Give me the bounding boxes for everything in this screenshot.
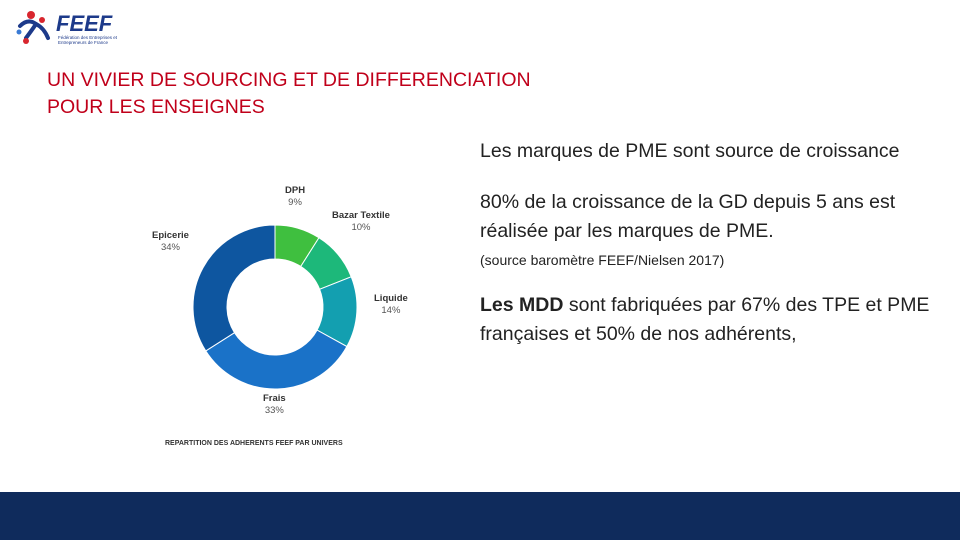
paragraph-growth-source: Les marques de PME sont source de croiss… bbox=[480, 140, 900, 162]
logo-wordmark: FEEF bbox=[56, 11, 113, 36]
logo-figure-icon bbox=[16, 11, 50, 44]
chart-label-bazar-name: Bazar Textile bbox=[332, 210, 390, 221]
chart-label-frais: Frais 33% bbox=[263, 393, 286, 417]
chart-label-liquide-value: 14% bbox=[381, 305, 401, 316]
paragraph-mdd: Les MDD sont fabriquées par 67% des TPE … bbox=[480, 291, 940, 349]
page-title-line1: UN VIVIER DE SOURCING ET DE DIFFERENCIAT… bbox=[47, 69, 531, 91]
donut-slice-frais bbox=[205, 329, 348, 390]
chart-title: REPARTITION DES ADHERENTS FEEF PAR UNIVE… bbox=[165, 440, 343, 447]
footer-bar bbox=[0, 492, 960, 540]
paragraph-growth-share: 80% de la croissance de la GD depuis 5 a… bbox=[480, 191, 896, 242]
chart-label-frais-name: Frais bbox=[263, 393, 286, 404]
page-title: UN VIVIER DE SOURCING ET DE DIFFERENCIAT… bbox=[47, 67, 747, 121]
chart-label-bazar: Bazar Textile 10% bbox=[332, 210, 390, 234]
logo-subtitle: Fédération des Entreprises et Entreprene… bbox=[58, 35, 118, 45]
chart-label-frais-value: 33% bbox=[264, 405, 284, 416]
page-title-line2: POUR LES ENSEIGNES bbox=[47, 96, 265, 118]
chart-label-epicerie-value: 34% bbox=[160, 242, 180, 253]
chart-label-dph: DPH 9% bbox=[285, 185, 305, 209]
chart-label-epicerie: Epicerie 34% bbox=[152, 230, 189, 254]
donut-slice-epicerie bbox=[192, 224, 276, 352]
chart-label-bazar-value: 10% bbox=[351, 222, 371, 233]
mdd-bold-text: Les MDD bbox=[480, 294, 564, 316]
chart-label-epicerie-name: Epicerie bbox=[152, 230, 189, 241]
mdd-rest-text: sont fabriquées par 67% des TPE et PME f… bbox=[480, 294, 930, 345]
chart-label-dph-name: DPH bbox=[285, 185, 306, 196]
donut-chart: DPH 9% Bazar Textile 10% Liquide 14% Fra… bbox=[145, 175, 445, 460]
chart-label-liquide-name: Liquide bbox=[374, 293, 408, 304]
feef-logo: FEEF Fédération des Entreprises et Entre… bbox=[14, 8, 124, 50]
chart-label-dph-value: 9% bbox=[288, 197, 302, 208]
donut-chart-svg bbox=[192, 224, 358, 390]
text-content: Les marques de PME sont source de croiss… bbox=[480, 137, 940, 349]
chart-label-liquide: Liquide 14% bbox=[374, 293, 408, 317]
paragraph-source-note: (source baromètre FEEF/Nielsen 2017) bbox=[480, 252, 725, 268]
